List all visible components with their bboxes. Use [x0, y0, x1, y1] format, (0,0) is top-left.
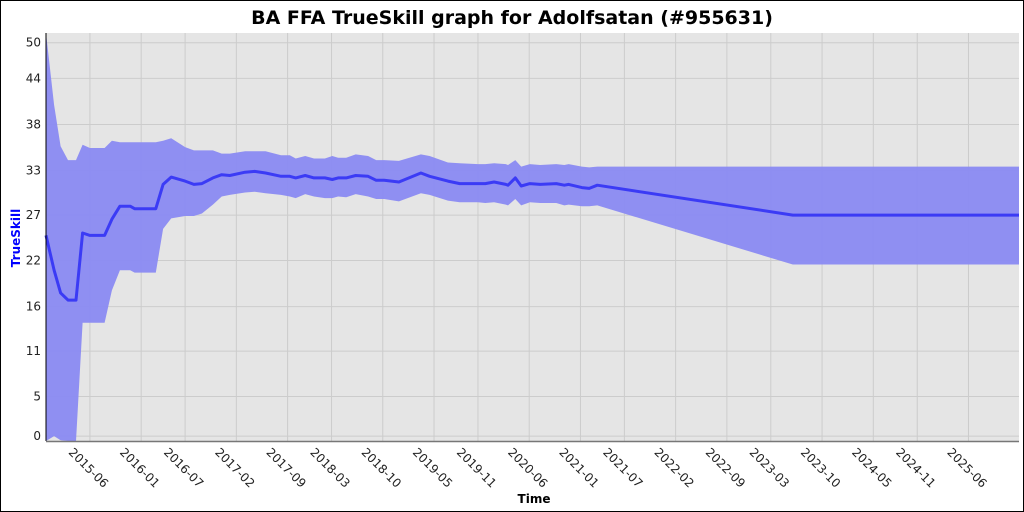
x-tick-label: 2015-06	[66, 445, 111, 490]
y-tick-label: 27	[26, 208, 41, 222]
x-tick-label: 2020-06	[505, 445, 550, 490]
chart-title: BA FFA TrueSkill graph for Adolfsatan (#…	[251, 7, 773, 29]
x-tick-label: 2022-09	[703, 445, 748, 490]
x-tick-label: 2017-02	[212, 445, 257, 490]
x-tick-label: 2023-10	[798, 445, 843, 490]
y-tick-label: 16	[26, 300, 41, 314]
x-tick-label: 2024-05	[849, 445, 894, 490]
y-tick-label: 50	[26, 36, 41, 50]
trueskill-line	[44, 169, 1019, 302]
x-tick-label: 2018-03	[307, 445, 352, 490]
x-axis-label: Time	[517, 492, 551, 506]
y-tick-label: 11	[26, 344, 41, 358]
x-tick-label: 2016-07	[161, 445, 206, 490]
y-tick-label: 22	[26, 253, 41, 267]
uncertainty-band	[46, 33, 1019, 441]
x-tick-label: 2021-07	[600, 445, 645, 490]
x-tick-label: 2021-01	[556, 445, 601, 490]
y-tick-label: 33	[26, 164, 41, 178]
x-tick-label: 2019-11	[454, 445, 499, 490]
x-tick-label: 2023-03	[747, 445, 792, 490]
y-tick-label: 38	[26, 117, 41, 131]
x-tick-label: 2022-02	[652, 445, 697, 490]
x-tick-label: 2016-01	[117, 445, 162, 490]
x-tick-label: 2018-10	[359, 445, 404, 490]
y-tick-label: 0	[33, 429, 41, 443]
x-tick-label: 2025-06	[944, 445, 989, 490]
x-tick-label: 2024-11	[893, 445, 938, 490]
x-tick-label: 2019-05	[410, 445, 455, 490]
x-tick-label: 2017-09	[263, 445, 308, 490]
y-tick-label: 5	[33, 389, 41, 403]
y-tick-label: 44	[26, 71, 41, 85]
